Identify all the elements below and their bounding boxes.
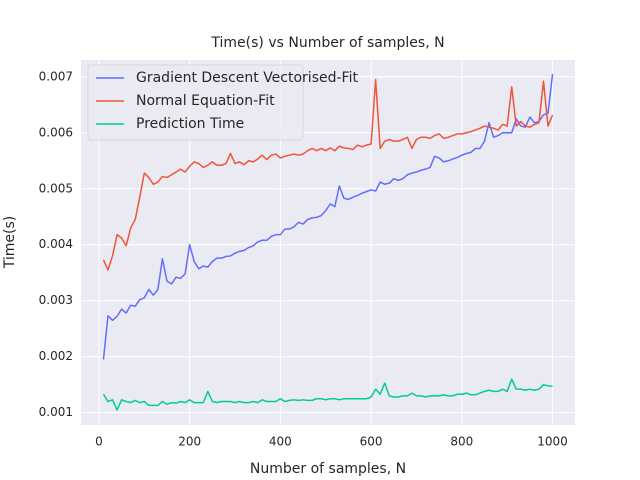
chart-title: Time(s) vs Number of samples, N: [210, 35, 444, 51]
lines: [102, 73, 554, 411]
legend-label: Prediction Time: [136, 116, 244, 132]
legend-box: [87, 64, 304, 141]
y-tick-label: 0.004: [39, 237, 73, 251]
x-tick-label: 0: [95, 435, 103, 449]
series-line: [102, 378, 553, 411]
x-tick-label: 600: [360, 435, 383, 449]
x-axis-label: Number of samples, N: [250, 461, 406, 477]
legend-label: Normal Equation-Fit: [136, 93, 275, 109]
series-line: [102, 78, 554, 271]
legend-label: Gradient Descent Vectorised-Fit: [136, 70, 358, 86]
x-tick-label: 1000: [537, 435, 568, 449]
x-tick-label: 400: [269, 435, 292, 449]
x-tick-label: 800: [450, 435, 473, 449]
x-tick-label: 200: [178, 435, 201, 449]
y-axis-label: Time(s): [2, 216, 18, 269]
y-tick-label: 0.001: [39, 405, 73, 419]
y-tick-label: 0.007: [39, 69, 73, 83]
y-tick-label: 0.003: [39, 293, 73, 307]
y-tick-label: 0.006: [39, 125, 73, 139]
legend: Gradient Descent Vectorised-Fit Normal Eq…: [87, 64, 358, 141]
y-tick-label: 0.005: [39, 181, 73, 195]
y-tick-label: 0.002: [39, 349, 73, 363]
series-line: [102, 73, 554, 360]
